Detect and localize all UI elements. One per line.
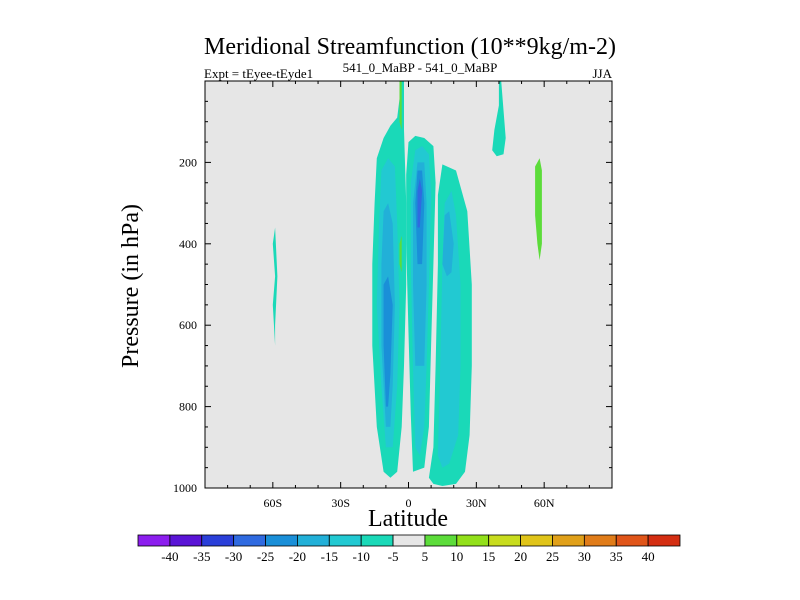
- colorbar-label: -25: [257, 549, 274, 564]
- high-lat-small-negative: [492, 81, 506, 157]
- colorbar-swatch: [169, 534, 203, 547]
- colorbar-label: -10: [353, 549, 370, 564]
- colorbar-label: 15: [482, 549, 495, 564]
- y-tick-label: 800: [179, 400, 197, 414]
- colorbar-label: -20: [289, 549, 306, 564]
- colorbar-swatch: [615, 534, 649, 547]
- colorbar-label: -35: [193, 549, 210, 564]
- experiment-comparison: 541_0_MaBP - 541_0_MaBP: [343, 60, 498, 75]
- tropical-negative-cell: [372, 81, 407, 478]
- x-tick-label: 60S: [263, 496, 282, 510]
- y-tick-label: 1000: [173, 481, 197, 495]
- northern-positive-cell: [535, 158, 542, 261]
- contour-shell-high-lat-small-negative-0: [492, 81, 506, 157]
- colorbar-swatch: [520, 534, 553, 547]
- colorbar-label: 5: [422, 549, 429, 564]
- equatorial-negative-cell: [406, 135, 436, 472]
- colorbar-swatch: [265, 534, 298, 547]
- colorbar-label: -15: [321, 549, 338, 564]
- colorbar-label: 10: [450, 549, 463, 564]
- colorbar-swatch: [233, 534, 266, 547]
- colorbar-swatch: [392, 534, 426, 547]
- expt-label: Expt = tEyee-tEyde1: [204, 66, 313, 81]
- y-tick-label: 200: [179, 155, 197, 169]
- colorbar-swatch: [328, 534, 362, 547]
- contour-shell-tropical-negative-cell-3: [383, 276, 393, 407]
- plot-area: 60S 30S 0 30N 60N 200 400 600 800 1000: [173, 80, 613, 510]
- colorbar-swatch: [360, 534, 394, 547]
- colorbar: -40 -35 -30 -25 -20 -15 -10 -5 5 10 15 20 25 30 35 40: [137, 534, 681, 564]
- colorbar-label: 30: [578, 549, 591, 564]
- colorbar-label: 25: [546, 549, 559, 564]
- chart-title: Meridional Streamfunction (10**9kg/m-2): [204, 34, 616, 60]
- colorbar-swatch: [552, 534, 585, 547]
- y-tick-label: 400: [179, 237, 197, 251]
- season-label: JJA: [592, 66, 612, 81]
- contour-shell-equatorial-negative-cell-4: [417, 178, 423, 228]
- colorbar-label: 40: [642, 549, 655, 564]
- x-axis-label: Latitude: [368, 506, 448, 532]
- colorbar-label: -5: [388, 549, 399, 564]
- x-tick-label: 30S: [331, 496, 350, 510]
- contour-shell-equator-positive-upper-0: [399, 81, 402, 130]
- y-tick-label: 600: [179, 318, 197, 332]
- southern-negative-outer-band: [428, 164, 472, 486]
- colorbar-label: 35: [610, 549, 623, 564]
- colorbar-swatch: [201, 534, 235, 547]
- equator-positive-upper: [399, 81, 402, 130]
- x-tick-label: 60N: [534, 496, 555, 510]
- y-axis-ticks: 200 400 600 800 1000: [173, 100, 612, 495]
- southern-small-negative: [272, 227, 278, 346]
- colorbar-swatch: [583, 534, 617, 547]
- y-axis-label: Pressure (in hPa): [118, 204, 144, 368]
- equator-positive-mid: [399, 235, 402, 273]
- colorbar-swatch: [137, 534, 171, 547]
- colorbar-swatch: [297, 534, 330, 547]
- x-tick-label: 0: [406, 496, 412, 510]
- contour-shell-southern-small-negative-0: [272, 227, 278, 346]
- colorbar-swatch: [647, 534, 681, 547]
- x-tick-label: 30N: [466, 496, 487, 510]
- colorbar-label: 20: [514, 549, 527, 564]
- contour-shell-northern-positive-cell-0: [535, 158, 542, 261]
- contour-fields: [272, 81, 542, 486]
- x-axis-ticks: 60S 30S 0 30N 60N: [227, 81, 590, 510]
- colorbar-label: -40: [161, 549, 178, 564]
- contour-shell-southern-negative-outer-band-2: [442, 211, 454, 277]
- colorbar-label: -30: [225, 549, 242, 564]
- colorbar-swatch: [456, 534, 490, 547]
- colorbar-swatch: [488, 534, 521, 547]
- colorbar-swatch: [424, 534, 458, 547]
- contour-shell-equator-positive-mid-0: [399, 235, 402, 273]
